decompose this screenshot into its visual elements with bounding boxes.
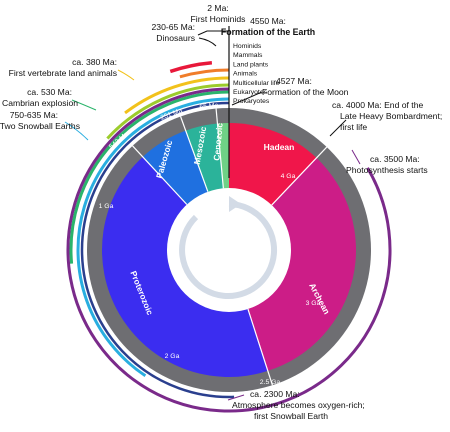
sector-archean xyxy=(229,157,356,371)
life-list-item: Hominids xyxy=(233,43,262,50)
event-cambrian-label: Cambrian explosion xyxy=(2,98,78,108)
event-arc xyxy=(169,61,213,74)
event-oxygen-date: ca. 2300 Ma: xyxy=(250,389,300,399)
inner-tick-label: 4 Ga xyxy=(281,173,296,180)
event-formation-earth-label: Formation of the Earth xyxy=(221,27,315,37)
event-hominids-label: First Hominids xyxy=(191,14,246,24)
event-arc xyxy=(76,97,230,377)
event-dinosaurs-date: 230-65 Ma: xyxy=(152,22,195,32)
event-arc xyxy=(124,76,230,115)
event-bombardment-note: first life xyxy=(340,122,367,132)
event-dinosaurs-label: Dinosaurs xyxy=(156,33,195,43)
leader-lines xyxy=(64,30,361,401)
inner-tick-label: 2 Ga xyxy=(165,353,180,360)
clockwise-arrow-icon xyxy=(179,201,278,299)
boundary-line xyxy=(247,308,273,386)
event-snowball-date: 750-635 Ma: xyxy=(10,110,58,120)
event-oxygen-label: Atmosphere becomes oxygen-rich; xyxy=(232,400,365,410)
boundary-line xyxy=(271,146,328,206)
event-photosynthesis-date: ca. 3500 Ma: xyxy=(370,154,420,164)
inner-tick-label: 3 Ga xyxy=(306,300,321,307)
event-moon-label: Formation of the Moon xyxy=(262,87,349,97)
event-hominids-date: 2 Ma: xyxy=(207,3,229,13)
event-arc xyxy=(66,87,392,413)
event-bombardment-label: Late Heavy Bombardment; xyxy=(340,111,442,121)
life-list-item: Mammals xyxy=(233,52,263,59)
event-moon-date: 4527 Ma: xyxy=(276,76,312,86)
event-oxygen-note: first Snowball Earth xyxy=(254,411,328,421)
event-snowball-label: Two Snowball Earths xyxy=(0,121,80,131)
event-arc xyxy=(80,101,235,399)
event-arc xyxy=(179,68,230,79)
event-bombardment-date: ca. 4000 Ma: End of the xyxy=(332,100,423,110)
event-land-animals-label: First vertebrate land animals xyxy=(9,68,117,78)
boundary-line xyxy=(215,108,224,189)
boundary-line xyxy=(180,116,209,192)
ring-tick-label: 4.8 Ga xyxy=(231,103,252,110)
event-arc xyxy=(69,90,230,264)
life-list-item: Animals xyxy=(233,71,258,78)
life-list-item: Eukaryotes xyxy=(233,89,268,96)
event-photosynthesis-label: Photosynthesis starts xyxy=(346,165,428,175)
eon-label-cenozoic: Cenozoic xyxy=(211,122,224,161)
event-land-animals-date: ca. 380 Ma: xyxy=(72,57,117,67)
life-list-item: Prokaryotes xyxy=(233,98,270,105)
boundary-line xyxy=(132,145,188,205)
inner-tick-label: 1 Ga xyxy=(99,203,114,210)
event-cambrian-date: ca. 530 Ma: xyxy=(27,87,72,97)
event-formation-earth-date: 4550 Ma: xyxy=(250,16,286,26)
life-list-item: Land plants xyxy=(233,61,269,68)
life-list: Hominids Mammals Land plants Animals Multice… xyxy=(233,43,280,105)
event-arcs xyxy=(66,61,392,413)
arrow-head-icon xyxy=(229,196,241,212)
ring-tick-label: 2.5 Ga xyxy=(260,379,281,386)
life-list-item: Multicellular life xyxy=(233,80,280,87)
eon-label-hadean: Hadean xyxy=(264,142,295,152)
event-arc xyxy=(106,83,230,140)
boundary-lines xyxy=(132,108,328,386)
ring-tick-label: 65 Ma xyxy=(199,102,219,111)
